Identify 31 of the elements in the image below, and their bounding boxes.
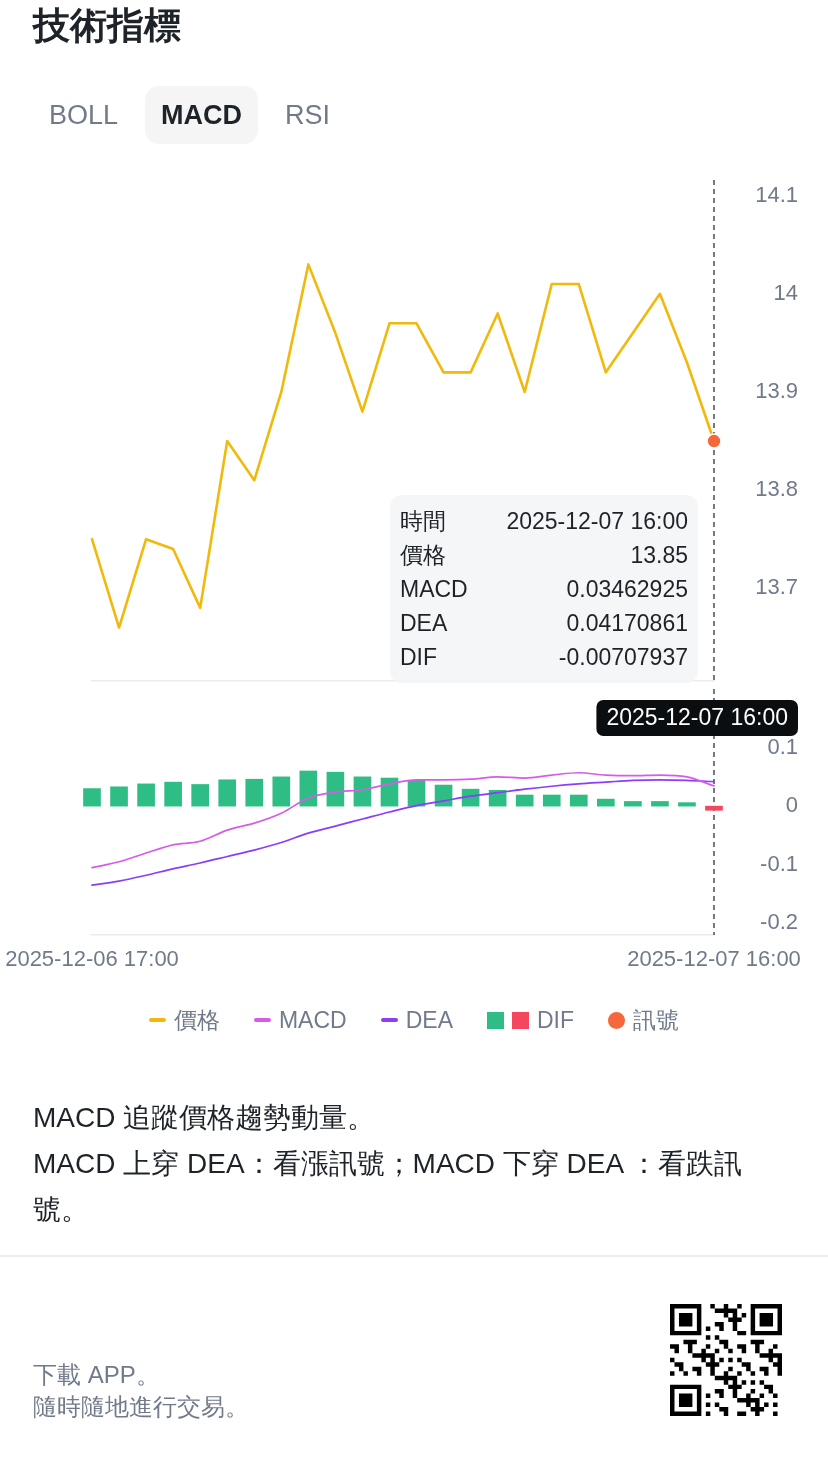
- annotation: DIF: [400, 643, 438, 672]
- annotation: -0.00707937: [558, 643, 688, 672]
- text: MACD 上穿 DEA：看漲訊號；MACD 下穿 DEA ：看跌訊號。: [33, 1147, 744, 1227]
- y-tick-label: 14: [773, 279, 798, 305]
- y-tick-label: 0: [785, 792, 798, 818]
- legend-label: 訊號: [633, 1005, 680, 1035]
- y-tick-label: 0.1: [767, 733, 798, 759]
- y-tick-label: -0.1: [760, 850, 798, 876]
- annotation: 13.85: [630, 541, 688, 570]
- x-tick-label: 2025-12-06 17:00: [5, 946, 179, 972]
- legend-label: DIF: [536, 1006, 575, 1034]
- annotation: 0.03462925: [566, 575, 688, 604]
- legend-label: DEA: [405, 1006, 453, 1034]
- annotation: MACD: [400, 575, 468, 604]
- legend-label: MACD: [278, 1006, 347, 1034]
- y-tick-label: 13.9: [755, 378, 798, 404]
- y-tick-label: 14.1: [755, 181, 798, 207]
- annotation: 0.04170861: [566, 609, 688, 638]
- ref-line-label: 2025-12-07 16:00: [606, 704, 789, 731]
- text: 隨時隨地進行交易。: [33, 1392, 249, 1422]
- y-tick-label: 13.8: [755, 476, 798, 502]
- y-tick-label: 13.7: [755, 574, 798, 600]
- text: MACD 追蹤價格趨勢動量。: [33, 1101, 377, 1135]
- text: 技術指標: [33, 4, 181, 48]
- annotation: DEA: [400, 609, 448, 638]
- annotation: 2025-12-07 16:00: [506, 507, 688, 536]
- annotation: 時間: [400, 507, 446, 536]
- text: 下載 APP。: [33, 1360, 161, 1390]
- y-tick-label: -0.2: [760, 909, 798, 935]
- legend-label: 價格: [173, 1005, 220, 1035]
- annotation: 價格: [400, 541, 446, 570]
